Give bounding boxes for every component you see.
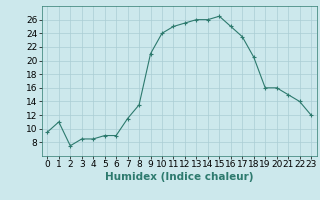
X-axis label: Humidex (Indice chaleur): Humidex (Indice chaleur): [105, 172, 253, 182]
